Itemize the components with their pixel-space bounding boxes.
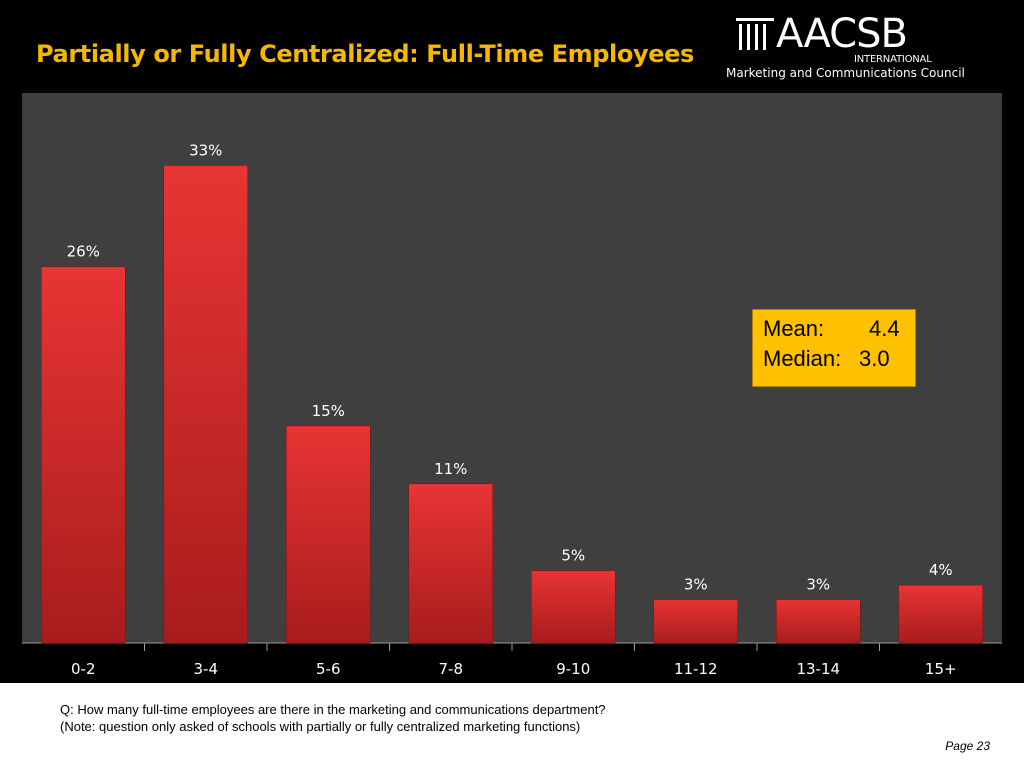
data-label-9-10: 5% xyxy=(561,547,585,565)
data-label-13-14: 3% xyxy=(806,576,830,594)
logo-name: AACSB xyxy=(776,11,908,57)
data-label-0-2: 26% xyxy=(67,243,100,261)
slide-footer: Q: How many full-time employees are ther… xyxy=(0,683,1024,768)
data-label-11-12: 3% xyxy=(684,576,708,594)
bar-11-12 xyxy=(653,599,738,644)
x-tick-7-8: 7-8 xyxy=(439,660,464,678)
chart-area: 26% 0-2 33% 3-4 15% 5-6 11% 7-8 5% 9-10 3% 11-12 3% 1… xyxy=(22,93,1002,683)
median-value: 3.0 xyxy=(859,346,890,371)
bar-13-14 xyxy=(776,599,861,644)
slide-header: Partially or Fully Centralized: Full-Tim… xyxy=(0,0,1024,93)
x-tick-0-2: 0-2 xyxy=(71,660,96,678)
x-tick-5-6: 5-6 xyxy=(316,660,341,678)
x-tick-15+: 15+ xyxy=(925,660,957,678)
bar-3-4 xyxy=(163,165,248,644)
data-label-5-6: 15% xyxy=(312,402,345,420)
mean-label: Mean: xyxy=(763,316,825,341)
logo-subtitle: INTERNATIONAL xyxy=(854,54,932,65)
aacsb-logo: AACSB INTERNATIONAL Marketing and Commun… xyxy=(726,8,972,88)
x-tick-13-14: 13-14 xyxy=(796,660,840,678)
bar-15+ xyxy=(898,584,983,644)
pillars-icon xyxy=(736,18,774,50)
median-label: Median: xyxy=(763,346,842,371)
data-label-15+: 4% xyxy=(929,561,953,579)
logo-council: Marketing and Communications Council xyxy=(726,66,965,80)
bar-9-10 xyxy=(531,570,616,644)
mean-value: 4.4 xyxy=(869,316,900,341)
question-text: Q: How many full-time employees are ther… xyxy=(60,701,606,735)
stats-box: Mean: 4.4 Median: 3.0 xyxy=(752,309,916,387)
bar-chart: 26% 0-2 33% 3-4 15% 5-6 11% 7-8 5% 9-10 3% 11-12 3% 1… xyxy=(22,93,1002,678)
bar-5-6 xyxy=(286,425,371,644)
data-label-7-8: 11% xyxy=(434,460,467,478)
question-line: Q: How many full-time employees are ther… xyxy=(60,702,606,717)
data-label-3-4: 33% xyxy=(189,141,222,159)
question-note: (Note: question only asked of schools wi… xyxy=(60,719,581,734)
bar-0-2 xyxy=(41,266,126,644)
x-tick-3-4: 3-4 xyxy=(194,660,219,678)
slide-title: Partially or Fully Centralized: Full-Tim… xyxy=(36,40,694,68)
x-tick-11-12: 11-12 xyxy=(674,660,718,678)
bar-7-8 xyxy=(408,483,493,644)
page-number: Page 23 xyxy=(945,739,990,753)
x-tick-9-10: 9-10 xyxy=(556,660,590,678)
